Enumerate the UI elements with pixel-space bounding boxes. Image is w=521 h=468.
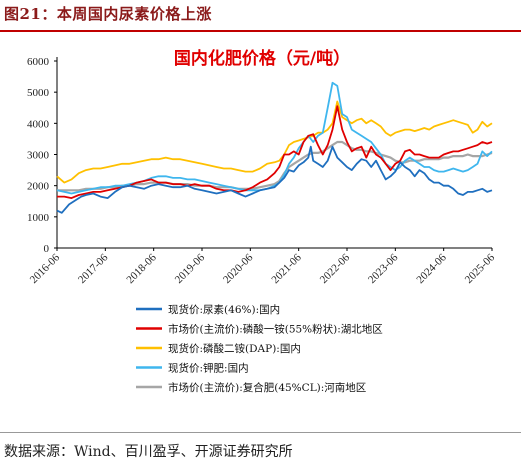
series-lines (56, 81, 493, 214)
x-tick-label: 2021-06 (269, 251, 304, 286)
x-tick-label: 2018-06 (124, 251, 159, 286)
fertilizer-price-chart: 国内化肥价格（元/吨） 0 1000 2000 3000 4000 5000 6000 201… (27, 48, 497, 394)
figure-title-rule (0, 30, 521, 32)
series-line-4 (57, 140, 493, 192)
series-line-0 (56, 145, 493, 214)
x-tick-label: 2023-06 (366, 251, 401, 286)
x-tick-label: 2020-06 (221, 251, 256, 286)
y-tick-label: 3000 (27, 150, 50, 162)
source-note: 数据来源：Wind、百川盈孚、开源证券研究所 (4, 444, 293, 460)
x-tick-label: 2019-06 (173, 251, 208, 286)
chart-title: 国内化肥价格（元/吨） (174, 48, 350, 69)
legend-label: 现货价:磷酸二铵(DAP):国内 (168, 342, 301, 355)
series-line-2 (56, 100, 493, 184)
source-rule (0, 432, 521, 433)
x-tick-label: 2025-06 (463, 251, 498, 286)
x-tick-label: 2022-06 (318, 251, 353, 286)
series-line-1 (57, 105, 493, 199)
y-tick-label: 5000 (27, 87, 50, 99)
y-tick-label: 6000 (27, 56, 50, 68)
legend-label: 市场价(主流价):复合肥(45%CL):河南地区 (168, 381, 366, 394)
axes: 0 1000 2000 3000 4000 5000 6000 2016-06 2017-06 2… (27, 56, 497, 286)
y-tick-label: 4000 (27, 118, 50, 130)
y-tick-label: 1000 (27, 212, 50, 224)
y-tick-label: 0 (44, 243, 50, 255)
x-tick-label: 2016-06 (28, 251, 63, 286)
x-tick-label: 2017-06 (76, 251, 111, 286)
legend-label: 现货价:尿素(46%):国内 (168, 303, 280, 316)
y-tick-label: 2000 (27, 181, 50, 193)
x-tick-label: 2024-06 (414, 251, 449, 286)
figure-title: 图21：本周国内尿素价格上涨 (4, 5, 212, 23)
legend-label: 市场价(主流价):磷酸一铵(55%粉状):湖北地区 (168, 323, 383, 336)
legend-label: 现货价:钾肥:国内 (168, 362, 249, 375)
legend: 现货价:尿素(46%):国内市场价(主流价):磷酸一铵(55%粉状):湖北地区现… (136, 303, 383, 394)
